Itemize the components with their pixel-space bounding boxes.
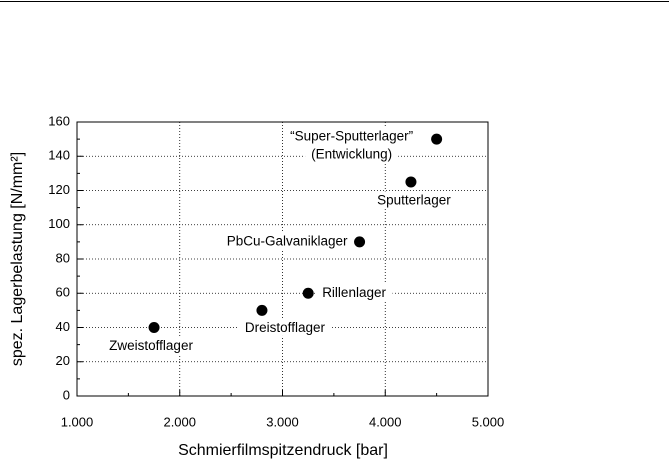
point-label: Dreistofflager <box>245 320 326 335</box>
point <box>302 287 314 299</box>
label-bg <box>220 232 355 250</box>
label-bg <box>103 337 200 355</box>
y-tick-label: 80 <box>56 250 70 265</box>
label-bg <box>305 145 399 163</box>
label-bg <box>316 283 393 301</box>
point <box>354 236 366 248</box>
y-tick-label: 120 <box>48 182 70 197</box>
point-label: Sputterlager <box>377 193 451 208</box>
point-label: PbCu-Galvaniklager <box>227 233 348 248</box>
x-axis-title: Schmierfilmspitzendruck [bar] <box>178 442 388 459</box>
point-label: (Entwicklung) <box>311 147 392 162</box>
y-tick-label: 0 <box>63 387 70 402</box>
y-tick-label: 140 <box>48 148 70 163</box>
y-tick-label: 160 <box>48 113 70 128</box>
grid <box>76 121 489 397</box>
marks <box>148 133 443 333</box>
label-bg <box>371 191 458 209</box>
point <box>148 322 160 333</box>
y-tick-label: 60 <box>56 285 70 300</box>
plot-frame <box>76 121 489 397</box>
label-bg <box>238 318 332 336</box>
y-tick-label: 40 <box>56 319 70 334</box>
point-label: Rillenlager <box>322 285 386 300</box>
y-tick-label: 20 <box>56 353 70 368</box>
x-tick-label: 2.000 <box>163 414 196 429</box>
point-label: “Super-Sputterlager” <box>290 129 413 144</box>
y-axis-title: spez. Lagerbelastung [N/mm²] <box>9 152 26 366</box>
x-tick-label: 3.000 <box>266 414 299 429</box>
point-labels: Zweistofflager Dreistofflager Rillenlager P… <box>103 127 458 355</box>
point-label: Zweistofflager <box>109 338 193 353</box>
point <box>431 133 443 145</box>
point <box>405 176 417 188</box>
point <box>256 304 268 316</box>
x-tick-label: 5.000 <box>472 414 505 429</box>
y-tick-label: 100 <box>48 216 70 231</box>
x-tick-label: 4.000 <box>369 414 402 429</box>
x-tick-label: 1.000 <box>61 414 94 429</box>
label-bg <box>284 127 420 145</box>
